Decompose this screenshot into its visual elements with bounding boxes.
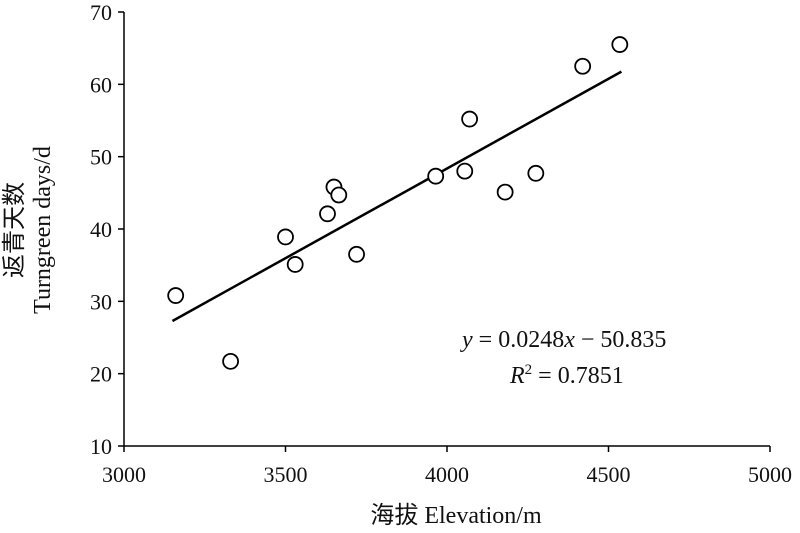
data-point (496, 183, 514, 201)
data-point (222, 352, 239, 370)
r-squared-label: R2 = 0.7851 (509, 362, 624, 389)
axes (123, 12, 770, 447)
r-squared-value: = 0.7851 (532, 363, 624, 389)
regression-equation: y = 0.0248x − 50.835 (460, 327, 666, 353)
data-point (167, 287, 185, 304)
y-tick-label: 70 (90, 0, 112, 25)
equation-intercept: − 50.835 (575, 327, 667, 353)
data-point (461, 110, 479, 128)
y-tick-label: 40 (90, 217, 112, 242)
tick-marks (118, 11, 771, 452)
data-point (286, 256, 304, 273)
x-tick-label: 4500 (587, 462, 631, 487)
equation-x-var: x (563, 327, 575, 353)
x-tick-label: 5000 (748, 462, 792, 487)
data-point (427, 167, 445, 185)
x-tick-label: 3500 (264, 462, 308, 487)
r-squared-var: R (509, 363, 525, 389)
data-point (527, 164, 545, 182)
data-point (348, 245, 365, 263)
r-squared-superscript: 2 (525, 362, 533, 378)
tick-labels: 10 20 30 40 50 60 70 3000 3500 4000 4500 5000 (90, 0, 792, 487)
data-point (611, 36, 629, 53)
data-point (574, 57, 592, 75)
x-axis-title: 海拔 Elevation/m (370, 502, 542, 529)
trendline (171, 70, 623, 323)
data-point (456, 162, 474, 180)
trendline-layer (171, 70, 623, 323)
y-axis-title-english: Turngreen days/d (30, 146, 56, 314)
data-point (277, 228, 294, 246)
data-points (167, 36, 629, 370)
y-tick-label: 60 (90, 72, 112, 97)
data-point (330, 186, 348, 204)
y-axis-title-chinese: 返青天数 (1, 182, 28, 278)
y-tick-label: 30 (90, 289, 112, 314)
data-point (319, 205, 336, 223)
x-tick-label: 4000 (425, 462, 469, 487)
equation-y-var: y (460, 327, 473, 353)
y-tick-label: 10 (90, 434, 112, 459)
y-tick-label: 50 (90, 145, 112, 170)
y-tick-label: 20 (90, 362, 112, 387)
equation-coefficient: = 0.0248 (473, 327, 565, 353)
x-tick-label: 3000 (102, 462, 146, 487)
